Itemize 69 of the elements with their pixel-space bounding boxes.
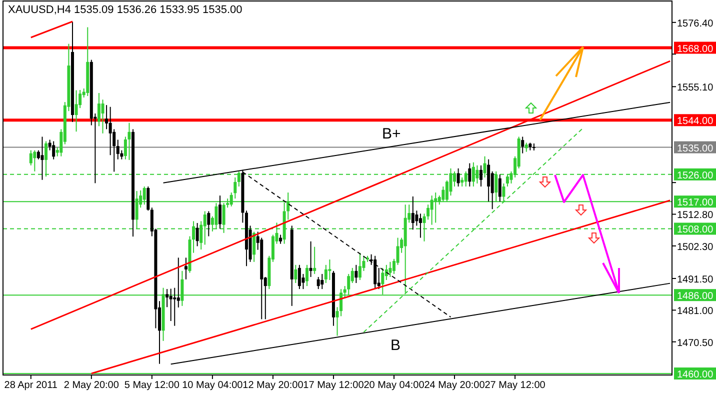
candlestick <box>218 195 222 230</box>
candlestick <box>169 288 172 322</box>
candlestick <box>468 162 472 187</box>
x-tick-label: 12 May 20:00 <box>242 380 304 391</box>
candlestick <box>524 142 528 152</box>
x-tick-label: 2 May 20:00 <box>64 380 120 391</box>
candlestick <box>418 213 422 238</box>
candlestick <box>388 261 392 278</box>
candlestick <box>313 246 316 274</box>
candlestick <box>184 257 188 280</box>
candlestick <box>166 288 169 308</box>
y-tick-label: 1555.10 <box>677 82 714 94</box>
candlestick <box>415 210 418 226</box>
candlestick <box>176 257 180 308</box>
candlestick <box>487 158 490 202</box>
candlestick <box>456 168 460 187</box>
y-tick-label: 1491.50 <box>677 274 714 286</box>
candlestick <box>479 164 482 187</box>
ref-line-label: 1535.00 <box>677 143 714 154</box>
series-label: B+ <box>382 126 401 143</box>
y-tick-label: 1512.80 <box>677 210 714 222</box>
chart-title: XAUUSD,H4 1535.09 1536.26 1533.95 1535.00 <box>8 4 242 16</box>
ref-line-label: 1508.00 <box>677 224 714 236</box>
candlestick <box>320 273 324 290</box>
ref-line-label: 1486.00 <box>677 291 714 302</box>
candlestick <box>316 276 320 290</box>
ref-line-label: 1568.00 <box>677 44 714 55</box>
ref-line-label: 1517.00 <box>677 198 714 209</box>
ref-line-label: 1460.00 <box>677 369 714 380</box>
candlestick <box>196 222 199 247</box>
candlestick <box>411 196 414 230</box>
series-label: B <box>390 336 401 354</box>
candlestick <box>116 139 120 160</box>
x-tick-label: 10 May 04:00 <box>182 380 244 391</box>
candlestick <box>521 136 524 154</box>
x-tick-label: 5 May 12:00 <box>124 380 180 391</box>
x-tick-label: 27 May 12:00 <box>484 380 546 391</box>
candlestick <box>252 231 256 262</box>
candlestick <box>74 90 78 132</box>
y-tick-label: 1470.50 <box>677 338 714 349</box>
ref-line-label: 1526.00 <box>677 170 714 182</box>
candlestick <box>97 92 100 127</box>
candlestick <box>309 240 312 278</box>
candlestick <box>294 264 298 284</box>
candlestick <box>105 104 108 130</box>
candlestick <box>207 210 210 237</box>
candlestick <box>354 264 358 284</box>
candlestick <box>128 122 131 160</box>
candlestick <box>279 234 282 244</box>
candlestick <box>498 174 502 202</box>
x-tick-label: 20 May 04:00 <box>364 380 425 391</box>
ref-line-label: 1544.00 <box>677 116 714 128</box>
candlestick <box>328 258 332 280</box>
y-tick-label: 1576.40 <box>677 18 714 30</box>
candlestick <box>33 150 36 172</box>
candlestick <box>298 264 301 290</box>
candlestick <box>460 176 464 187</box>
y-tick-label: 1502.30 <box>677 242 714 253</box>
x-tick-label: 24 May 20:00 <box>424 380 486 391</box>
candlestick <box>173 287 176 326</box>
candlestick <box>146 186 150 212</box>
x-tick-label: 17 May 12:00 <box>303 380 364 391</box>
candlestick <box>101 99 104 134</box>
candlestick <box>306 264 309 287</box>
candlestick <box>40 136 44 180</box>
candlestick <box>52 140 56 160</box>
candlestick <box>358 252 362 280</box>
x-tick-label: 28 Apr 2011 <box>4 380 58 391</box>
y-tick-label: 1481.00 <box>677 306 714 318</box>
